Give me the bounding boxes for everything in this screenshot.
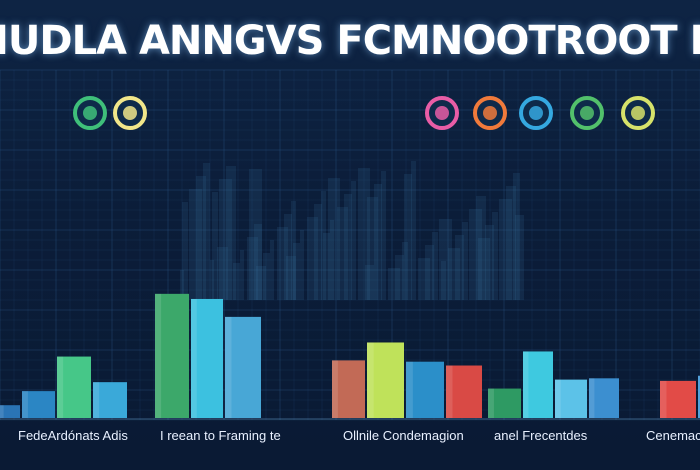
bar-highlight-4-1 <box>698 375 700 418</box>
orbit-icon-4 <box>473 96 507 130</box>
bar-highlight-0-2 <box>57 356 64 418</box>
bar-highlight-4-0 <box>660 380 667 418</box>
bar-highlight-3-3 <box>589 378 595 418</box>
bar-3-0 <box>488 388 521 418</box>
category-label: I reean to Framing te <box>160 428 281 443</box>
orbit-icon-1 <box>73 96 107 130</box>
bar-4-1 <box>698 375 700 418</box>
bar-3-3 <box>589 378 619 418</box>
bar-highlight-3-2 <box>555 379 561 418</box>
bar-highlight-3-1 <box>523 351 529 418</box>
bar-0-1 <box>22 391 55 418</box>
bar-highlight-2-3 <box>446 365 453 418</box>
orbit-icon-7 <box>621 96 655 130</box>
bar-highlight-1-2 <box>225 316 232 418</box>
bar-1-2 <box>225 316 261 418</box>
bar-highlight-3-0 <box>488 388 494 418</box>
category-label: Ollnile Condemagion <box>343 428 464 443</box>
category-label: anel Frecentdes <box>494 428 588 443</box>
category-label: Cenemace <box>646 428 700 443</box>
bar-highlight-1-0 <box>155 293 162 418</box>
bar-highlight-2-1 <box>367 342 374 418</box>
bar-0-0 <box>0 405 20 418</box>
bar-highlight-0-0 <box>0 405 4 418</box>
bar-1-1 <box>191 298 223 418</box>
bar-4-0 <box>660 380 696 418</box>
orbit-icon-5 <box>519 96 553 130</box>
bar-2-3 <box>446 365 482 418</box>
bar-2-0 <box>332 360 365 418</box>
bar-highlight-2-0 <box>332 360 338 418</box>
bar-highlight-1-1 <box>191 298 197 418</box>
orbit-icon-2 <box>113 96 147 130</box>
bar-highlight-0-1 <box>22 391 28 418</box>
category-label: FedeArdónats Adis <box>18 428 128 443</box>
bar-1-0 <box>155 293 189 418</box>
chart-title: IUDLA ANNGVS FCMNOOTROOT NIINISTOC COSTS <box>0 18 700 64</box>
bar-highlight-0-3 <box>93 382 100 418</box>
bar-3-1 <box>523 351 553 418</box>
bar-0-3 <box>93 382 127 418</box>
orbit-icon-6 <box>570 96 604 130</box>
bar-2-1 <box>367 342 404 418</box>
bar-0-2 <box>57 356 91 418</box>
bar-3-2 <box>555 379 587 418</box>
bar-2-2 <box>406 361 444 418</box>
orbit-icon-3 <box>425 96 459 130</box>
bar-highlight-2-2 <box>406 361 413 418</box>
